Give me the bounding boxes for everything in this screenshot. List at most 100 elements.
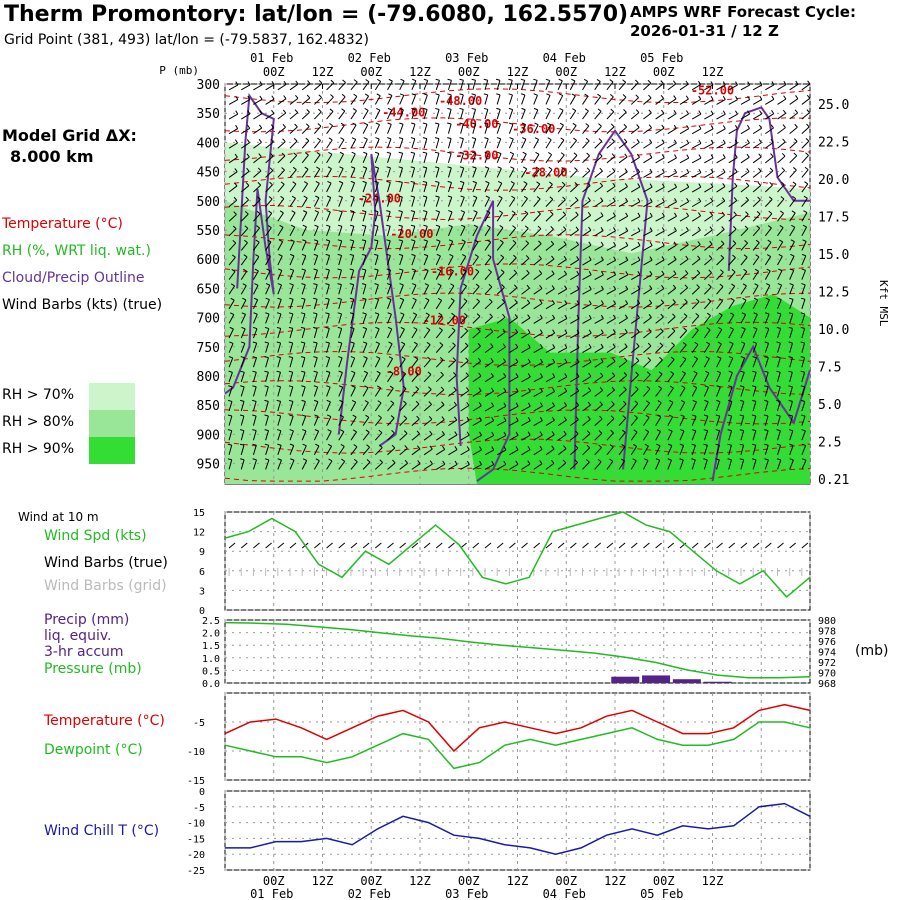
wind10-barb [569,542,577,549]
wind-barb [764,401,769,412]
wind-barb-flag [313,370,318,373]
wind-barb [435,404,445,412]
wind-barb-flag [558,93,563,97]
wind-barb [740,99,750,105]
wind-barb-flag [241,326,246,330]
pressure-y-tick: 968 [818,679,836,690]
wind-barb-flag [290,224,295,228]
wind-barb-flag [673,139,677,144]
wind-barb [240,156,250,164]
wind-barb-flag [491,402,495,407]
wind-barb [691,128,702,135]
wind-barb [228,199,238,208]
wind-barb-flag [698,139,702,144]
wind-barb-flag [623,108,627,113]
wind-barb [545,419,555,427]
wind-barb-flag [291,210,296,214]
wind-barb [679,401,686,412]
wind-barb-flag [316,166,321,170]
wind-barb-flag [441,416,445,421]
wind-barb [801,97,811,105]
wind-barb [399,211,403,222]
wind-barb [642,460,649,470]
wind-barb-flag [764,341,769,344]
wind-barb [655,359,663,368]
wind-barb-flag [503,387,507,392]
wind-barb [350,211,355,222]
wind-barb-flag [625,271,629,276]
wind-barb-flag [693,370,698,374]
wind-barb [618,288,629,295]
wind-barb [484,420,494,427]
wind-barb-flag [613,285,617,290]
wind-barb-flag [800,297,806,300]
wind-barb [606,389,615,397]
wind-barb [289,83,299,91]
wind-barb [374,211,379,222]
wind-barb-flag [563,416,567,421]
wind-barb-flag [276,429,282,432]
wind-barb-flag [485,180,490,184]
wind-barb-flag [503,460,507,465]
wind-barb-flag [661,154,665,159]
wind-barb [277,357,282,368]
wind-barb-flag [447,151,452,154]
wind-barb [253,241,260,251]
wind-barb [765,141,774,149]
wind-barb-flag [422,137,427,140]
wind-barb [667,402,674,412]
wind10-barb [789,542,797,549]
wind-barb [277,112,287,120]
wind-barb [716,386,721,397]
wind-barb-flag [436,239,441,242]
wind-barb-flag [521,122,526,125]
wind-barb-flag [264,429,269,432]
wind-barb-flag [574,459,578,463]
wind-barb-flag [547,122,552,126]
precip-panel-frame [224,619,811,684]
wind-barb-flag [461,239,466,243]
wind-barb-flag [536,196,541,200]
wind-barb-flag [228,385,233,388]
wind-barb-flag [315,195,320,199]
wind-barb-flag [328,458,333,462]
isotherm-line [224,234,811,250]
wind-barb [301,169,309,178]
wind-barb-flag [325,312,330,315]
wind-barb [253,227,261,237]
wind-barb [728,285,736,295]
wind-barb-flag [399,283,404,286]
wind10-barb [338,542,346,549]
wind-barb [521,420,531,427]
wind-barb [777,170,786,178]
wind-barb [801,299,806,309]
wind-barb [435,153,440,163]
wind-barb-flag [452,342,456,346]
wind-barb-flag [391,444,396,449]
kft-tick-label: 0.21 [818,473,849,488]
wind-barb-flag [233,196,238,201]
wind-barb-flag [278,239,283,243]
wind-barb-flag [680,399,685,403]
wind-barb [630,460,637,470]
wind-barb [667,316,676,324]
wind-barb [716,171,726,178]
wind-barb-flag [281,152,286,157]
wind-barb-flag [511,195,516,199]
wind-barb [326,226,331,236]
wind-barb [289,155,298,164]
wind-barb-flag [411,239,416,242]
wind-barb-flag [350,195,355,198]
wind-barb-flag [661,241,665,246]
wind-barb-flag [756,210,761,215]
wind-barb [655,244,665,251]
wind-barb [521,153,527,164]
wind-barb-flag [465,387,470,391]
wind-barb-flag [588,241,592,246]
wind-barb-flag [660,80,664,84]
wind-barb [387,314,392,324]
wind-barb [740,156,750,164]
wind-barb [643,127,652,135]
wind-barb [496,346,506,354]
wind-barb [447,153,452,163]
